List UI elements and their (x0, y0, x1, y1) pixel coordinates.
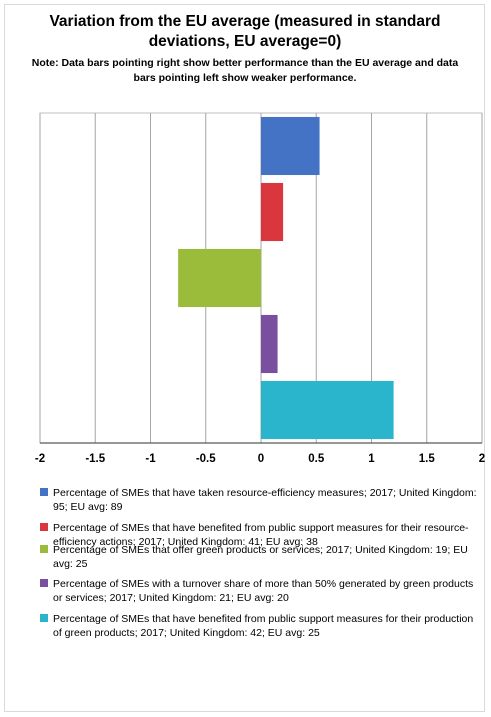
legend-label: Percentage of SMEs that have benefited f… (53, 613, 474, 639)
bar (261, 182, 284, 242)
chart-title: Variation from the EU average (measured … (49, 13, 441, 50)
bar (261, 314, 278, 374)
legend-item: Percentage of SMEs that have benefited f… (38, 521, 478, 549)
x-tick-label: 1 (368, 453, 375, 465)
legend-label: Percentage of SMEs with a turnover share… (53, 578, 474, 604)
legend-swatch (40, 614, 48, 622)
legend-label: Percentage of SMEs that have taken resou… (53, 487, 477, 513)
legend-swatch (40, 523, 48, 531)
chart-note: Note: Data bars pointing right show bett… (31, 57, 459, 84)
legend-item: Percentage of SMEs that have taken resou… (38, 486, 478, 514)
x-tick-label: 1.5 (419, 453, 436, 465)
legend-label: Percentage of SMEs that have benefited f… (53, 522, 469, 548)
bar (178, 248, 261, 308)
x-tick-label: 0 (258, 453, 264, 465)
x-tick-label: -2 (35, 453, 45, 465)
legend-label: Percentage of SMEs that offer green prod… (53, 544, 468, 570)
legend-swatch (40, 579, 48, 587)
x-tick-label: -0.5 (196, 453, 216, 465)
chart-frame (4, 4, 485, 712)
x-tick-label: -1.5 (85, 453, 105, 465)
legend-item: Percentage of SMEs with a turnover share… (38, 577, 478, 605)
x-tick-label: 0.5 (308, 453, 325, 465)
bar (261, 380, 394, 440)
legend-item: Percentage of SMEs that offer green prod… (38, 543, 478, 571)
x-tick-label: 2 (479, 453, 485, 465)
bar (261, 116, 320, 176)
legend-swatch (40, 545, 48, 553)
x-tick-label: -1 (145, 453, 156, 465)
legend-item: Percentage of SMEs that have benefited f… (38, 612, 478, 640)
chart-legend: Percentage of SMEs that have taken resou… (38, 486, 478, 640)
legend-swatch (40, 488, 48, 496)
